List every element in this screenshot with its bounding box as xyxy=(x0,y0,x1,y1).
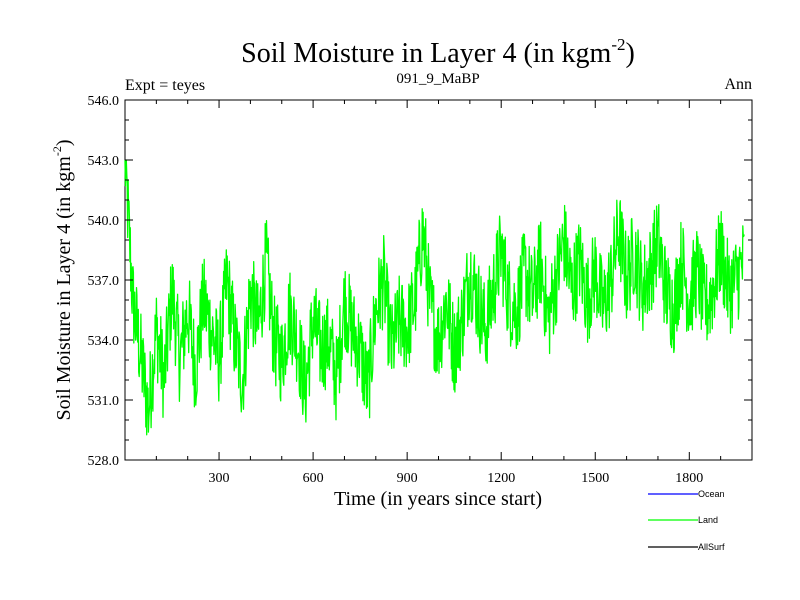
subtitle-right: Ann xyxy=(724,76,752,93)
x-tick-label: 1200 xyxy=(487,471,515,486)
series-line-land xyxy=(124,159,745,436)
legend-label-allsurf: AllSurf xyxy=(698,542,725,552)
y-axis-ticks: 528.0 531.0 534.0 537.0 540.0 543.0 546.0 xyxy=(88,94,752,469)
chart-title-superscript: -2 xyxy=(611,35,625,54)
legend: Ocean Land AllSurf xyxy=(648,489,725,552)
y-tick-label: 537.0 xyxy=(88,274,120,289)
x-tick-label: 300 xyxy=(209,471,230,486)
y-axis-label-superscript: -2 xyxy=(50,146,64,156)
y-tick-label: 534.0 xyxy=(88,334,120,349)
y-tick-label: 543.0 xyxy=(88,154,120,169)
y-tick-label: 528.0 xyxy=(88,454,120,469)
legend-label-ocean: Ocean xyxy=(698,489,725,499)
x-tick-label: 900 xyxy=(397,471,418,486)
y-tick-label: 546.0 xyxy=(88,94,120,109)
x-tick-label: 600 xyxy=(303,471,324,486)
x-axis-ticks: 300 600 900 1200 1500 1800 xyxy=(155,100,722,486)
x-axis-label: Time (in years since start) xyxy=(334,488,542,510)
subtitle-left: Expt = teyes xyxy=(125,77,205,94)
subtitle-center: 091_9_MaBP xyxy=(396,71,479,87)
x-tick-label: 1500 xyxy=(581,471,609,486)
x-tick-label: 1800 xyxy=(675,471,703,486)
legend-label-land: Land xyxy=(698,515,718,525)
y-tick-label: 540.0 xyxy=(88,214,120,229)
y-tick-label: 531.0 xyxy=(88,394,120,409)
chart-title: Soil Moisture in Layer 4 (in kgm-2) xyxy=(241,35,635,69)
plot-frame xyxy=(124,99,753,461)
y-axis-label: Soil Moisture in Layer 4 (in kgm-2) xyxy=(50,139,75,420)
